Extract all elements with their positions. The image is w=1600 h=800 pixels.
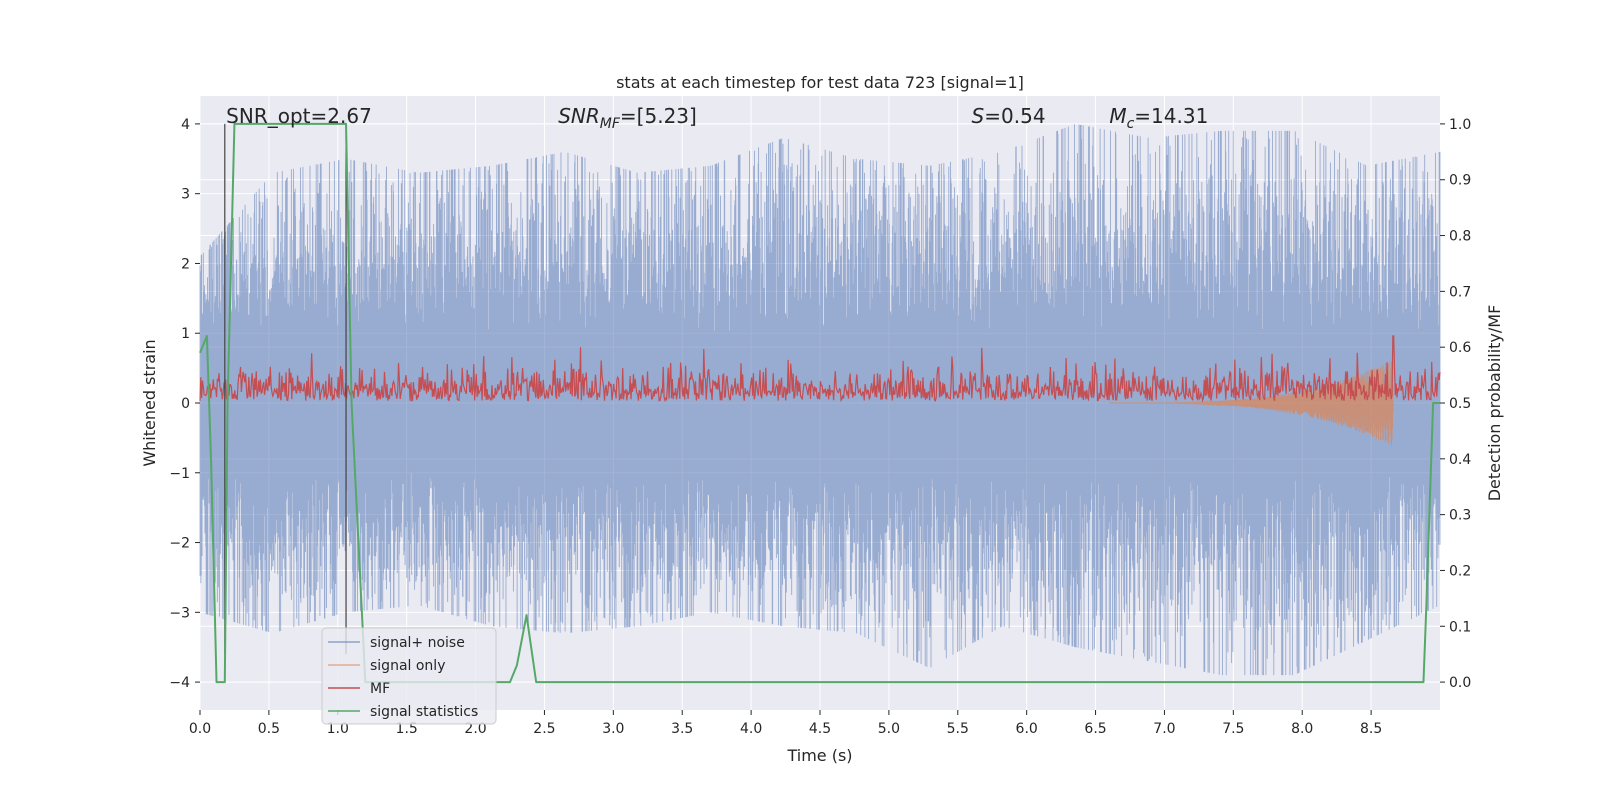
- mf-line: [199, 335, 1441, 403]
- y-left-tick-label: −2: [169, 536, 190, 552]
- x-tick-label: 8.0: [1291, 721, 1313, 737]
- x-tick-label: 7.5: [1222, 721, 1244, 737]
- x-tick-label: 7.0: [1153, 721, 1175, 737]
- x-tick-label: 6.5: [1084, 721, 1106, 737]
- y-left-tick-label: 3: [181, 187, 190, 203]
- y-right-tick-label: 0.3: [1449, 508, 1471, 524]
- y-left-tick-label: −4: [169, 675, 190, 691]
- y-right-tick-label: 0.5: [1449, 396, 1471, 412]
- x-tick-label: 5.0: [878, 721, 900, 737]
- x-tick-label: 4.0: [740, 721, 762, 737]
- legend-label: signal only: [370, 658, 445, 674]
- x-tick-label: 5.5: [947, 721, 969, 737]
- legend-label: signal statistics: [370, 704, 478, 720]
- x-tick-label: 3.0: [602, 721, 624, 737]
- y-axis-left-label: Whitened strain: [140, 339, 159, 466]
- x-tick-label: 1.5: [396, 721, 418, 737]
- series-signal-statistics: [199, 122, 1440, 684]
- annotation-text: SNR_opt=2.67: [226, 104, 372, 128]
- annotation-text: Mc=14.31: [1109, 104, 1208, 132]
- x-tick-label: 8.5: [1360, 721, 1382, 737]
- x-tick-label: 1.0: [327, 721, 349, 737]
- x-axis-label: Time (s): [786, 746, 852, 765]
- legend-label: signal+ noise: [370, 635, 465, 651]
- annotation-text: S=0.54: [972, 104, 1046, 128]
- y-right-tick-label: 1.0: [1449, 117, 1471, 133]
- series-mf: [199, 335, 1441, 403]
- y-right-tick-label: 0.2: [1449, 563, 1471, 579]
- y-left-tick-label: 2: [181, 256, 190, 272]
- y-axis-right-ticks: 0.0 0.1 0.2 0.3 0.4 0.5 0.6 0.7 0.8 0.9 1.0: [1440, 117, 1471, 691]
- legend-box: [321, 627, 497, 725]
- y-right-tick-label: 0.9: [1449, 173, 1471, 189]
- y-left-tick-label: 0: [181, 396, 190, 412]
- y-right-tick-label: 0.6: [1449, 340, 1471, 356]
- annotations: SNR_opt=2.67 SNRMF=[5.23] S=0.54 Mc=14.31: [226, 104, 1208, 132]
- y-left-tick-label: −3: [169, 605, 190, 621]
- y-left-tick-label: 1: [181, 326, 190, 342]
- signal-statistics-line: [199, 122, 1440, 684]
- x-tick-label: 3.5: [671, 721, 693, 737]
- y-right-tick-label: 0.4: [1449, 452, 1471, 468]
- legend-label: MF: [370, 681, 390, 697]
- x-axis-ticks: 0.0 0.5 1.0 1.5 2.0 2.5 3.0 3.5 4.0 4.5 5.0 5.5 6.0 6…: [189, 710, 1382, 737]
- annotation-text: SNRMF=[5.23]: [558, 104, 697, 132]
- x-tick-label: 0.5: [258, 721, 280, 737]
- y-right-tick-label: 0.1: [1449, 619, 1471, 635]
- y-right-tick-label: 0.0: [1449, 675, 1471, 691]
- y-right-tick-label: 0.7: [1449, 284, 1471, 300]
- x-tick-label: 2.5: [533, 721, 555, 737]
- series-signal-only: [1109, 361, 1394, 446]
- x-tick-label: 2.0: [464, 721, 486, 737]
- y-left-tick-label: 4: [181, 117, 190, 133]
- y-axis-right-label: Detection probability/MF: [1485, 305, 1504, 502]
- signal-only-line: [1109, 361, 1394, 446]
- y-axis-left-ticks: −4 −3 −2 −1 0 1 2 3 4: [169, 117, 200, 691]
- chart-title: stats at each timestep for test data 723…: [616, 73, 1024, 92]
- x-tick-label: 6.0: [1016, 721, 1038, 737]
- y-right-tick-label: 0.8: [1449, 229, 1471, 245]
- y-left-tick-label: −1: [169, 466, 190, 482]
- x-tick-label: 4.5: [809, 721, 831, 737]
- legend: signal+ noise signal only MF signal statist…: [321, 627, 497, 725]
- vertical-markers: [224, 123, 347, 655]
- x-tick-label: 0.0: [189, 721, 211, 737]
